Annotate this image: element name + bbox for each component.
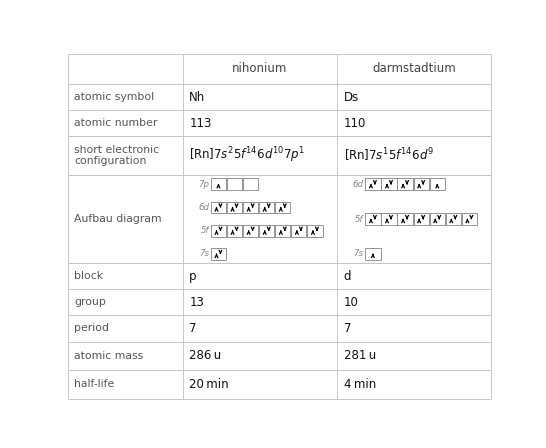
- Bar: [381, 178, 396, 190]
- Bar: [337, 54, 491, 84]
- Bar: [337, 289, 491, 315]
- Bar: [182, 84, 337, 110]
- Text: 13: 13: [189, 296, 204, 309]
- Bar: [275, 225, 290, 237]
- Text: 20 min: 20 min: [189, 378, 229, 391]
- Text: block: block: [74, 271, 103, 281]
- Bar: [337, 84, 491, 110]
- Bar: [446, 213, 461, 225]
- Text: $\mathregular{[Rn]7}s^{\mathregular{2}}\mathregular{5}f^{\mathregular{14}}\mathr: $\mathregular{[Rn]7}s^{\mathregular{2}}\…: [189, 146, 306, 165]
- Text: 7s: 7s: [354, 250, 364, 258]
- Text: atomic mass: atomic mass: [74, 351, 144, 361]
- Bar: [211, 178, 226, 190]
- Text: 7s: 7s: [199, 250, 209, 258]
- Text: $\mathregular{[Rn]7}s^{\mathregular{1}}\mathregular{5}f^{\mathregular{14}}\mathr: $\mathregular{[Rn]7}s^{\mathregular{1}}\…: [344, 147, 434, 164]
- Bar: [68, 289, 182, 315]
- Bar: [430, 213, 445, 225]
- Bar: [182, 175, 337, 263]
- Text: half-life: half-life: [74, 379, 115, 389]
- Bar: [182, 370, 337, 399]
- Text: short electronic
configuration: short electronic configuration: [74, 145, 159, 166]
- Text: Nh: Nh: [189, 90, 205, 103]
- Bar: [68, 263, 182, 289]
- Text: d: d: [344, 270, 351, 283]
- Text: Aufbau diagram: Aufbau diagram: [74, 214, 162, 224]
- Bar: [182, 341, 337, 370]
- Bar: [365, 178, 381, 190]
- Text: period: period: [74, 323, 109, 333]
- Bar: [337, 175, 491, 263]
- Text: p: p: [189, 270, 197, 283]
- Bar: [227, 225, 242, 237]
- Bar: [182, 289, 337, 315]
- Text: darmstadtium: darmstadtium: [372, 62, 456, 75]
- Bar: [413, 213, 429, 225]
- Text: 7p: 7p: [198, 180, 209, 189]
- Bar: [397, 178, 413, 190]
- Bar: [243, 202, 258, 213]
- Text: 10: 10: [344, 296, 359, 309]
- Bar: [337, 315, 491, 341]
- Bar: [243, 225, 258, 237]
- Text: 6d: 6d: [198, 203, 209, 212]
- Text: Ds: Ds: [344, 90, 359, 103]
- Bar: [68, 370, 182, 399]
- Bar: [259, 225, 274, 237]
- Bar: [462, 213, 477, 225]
- Bar: [227, 202, 242, 213]
- Bar: [182, 136, 337, 175]
- Text: atomic symbol: atomic symbol: [74, 92, 155, 102]
- Bar: [430, 178, 445, 190]
- Bar: [275, 202, 290, 213]
- Text: 7: 7: [189, 322, 197, 335]
- Text: 5f: 5f: [201, 226, 209, 235]
- Bar: [211, 225, 226, 237]
- Bar: [307, 225, 323, 237]
- Bar: [68, 136, 182, 175]
- Bar: [413, 178, 429, 190]
- Text: nihonium: nihonium: [232, 62, 287, 75]
- Bar: [68, 315, 182, 341]
- Text: 5f: 5f: [355, 215, 364, 224]
- Bar: [337, 341, 491, 370]
- Bar: [365, 213, 381, 225]
- Bar: [182, 315, 337, 341]
- Text: 286 u: 286 u: [189, 349, 222, 362]
- Bar: [68, 175, 182, 263]
- Bar: [365, 248, 381, 260]
- Bar: [243, 178, 258, 190]
- Bar: [68, 341, 182, 370]
- Bar: [227, 178, 242, 190]
- Bar: [68, 84, 182, 110]
- Bar: [381, 213, 396, 225]
- Bar: [68, 54, 182, 84]
- Text: 4 min: 4 min: [344, 378, 376, 391]
- Bar: [337, 136, 491, 175]
- Bar: [337, 110, 491, 136]
- Bar: [259, 202, 274, 213]
- Text: 113: 113: [189, 116, 212, 129]
- Text: 110: 110: [344, 116, 366, 129]
- Bar: [291, 225, 306, 237]
- Bar: [182, 110, 337, 136]
- Text: 281 u: 281 u: [344, 349, 376, 362]
- Bar: [397, 213, 413, 225]
- Bar: [182, 54, 337, 84]
- Bar: [337, 370, 491, 399]
- Bar: [337, 263, 491, 289]
- Text: 6d: 6d: [353, 180, 364, 189]
- Bar: [68, 110, 182, 136]
- Text: 7: 7: [344, 322, 351, 335]
- Text: group: group: [74, 297, 106, 307]
- Bar: [211, 248, 226, 260]
- Bar: [182, 263, 337, 289]
- Text: atomic number: atomic number: [74, 118, 158, 128]
- Bar: [211, 202, 226, 213]
